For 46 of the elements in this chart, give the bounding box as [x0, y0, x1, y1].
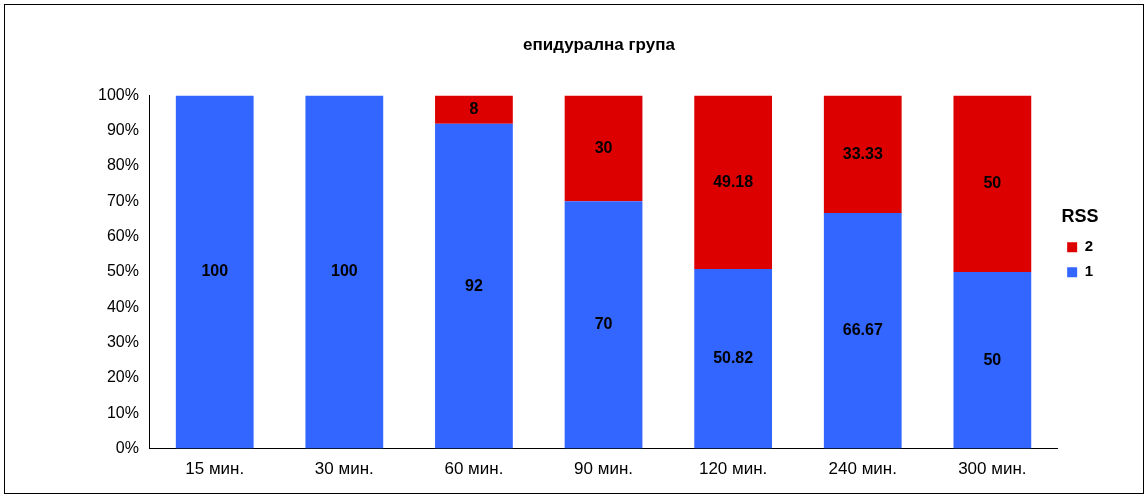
bar [564, 201, 643, 449]
bar [694, 95, 773, 270]
data-label: 92 [465, 276, 483, 294]
x-tick-label: 30 мин. [314, 459, 374, 479]
x-tick-label: 60 мин. [444, 459, 504, 479]
bar [175, 95, 254, 449]
x-tick-label: 90 мин. [574, 459, 634, 479]
x-tick-label: 15 мин. [185, 459, 245, 479]
data-label: 100 [330, 262, 358, 280]
data-label: 33.33 [842, 144, 883, 162]
bar [823, 95, 902, 214]
legend-label: 1 [1084, 262, 1093, 280]
y-tick-label: 60% [106, 227, 139, 245]
data-label: 50 [983, 350, 1002, 368]
data-label: 50.82 [713, 349, 754, 367]
y-tick-label: 80% [106, 156, 139, 174]
legend-label: 2 [1084, 237, 1093, 255]
y-tick-label: 20% [106, 368, 139, 386]
x-tick-label: 120 мин. [698, 459, 768, 479]
y-tick-label: 30% [106, 333, 139, 351]
bar [435, 123, 513, 449]
bar [564, 95, 643, 202]
x-tick-label: 240 мин. [828, 459, 897, 479]
data-label: 70 [594, 315, 613, 333]
y-tick-label: 10% [106, 403, 139, 421]
data-label: 8 [469, 99, 479, 117]
y-tick-label: 70% [106, 191, 139, 209]
legend-title: RSS [1061, 206, 1099, 227]
data-label: 100 [201, 262, 229, 280]
bar [435, 95, 513, 124]
chart-title: епидурална група [523, 34, 676, 54]
y-tick-label: 40% [106, 297, 139, 315]
x-tick-label: 300 мин. [958, 459, 1027, 479]
data-label: 49.18 [713, 172, 754, 190]
bar [305, 95, 384, 449]
y-tick-label: 0% [115, 439, 139, 457]
y-tick-label: 100% [98, 85, 139, 103]
data-label: 50 [983, 174, 1002, 192]
bar [953, 272, 1032, 449]
y-tick-label: 90% [106, 121, 139, 139]
data-label: 30 [594, 138, 613, 156]
bar [694, 269, 773, 449]
bar [953, 95, 1032, 272]
data-label: 66.67 [842, 321, 883, 339]
bar [823, 213, 902, 449]
y-tick-label: 50% [106, 262, 139, 280]
